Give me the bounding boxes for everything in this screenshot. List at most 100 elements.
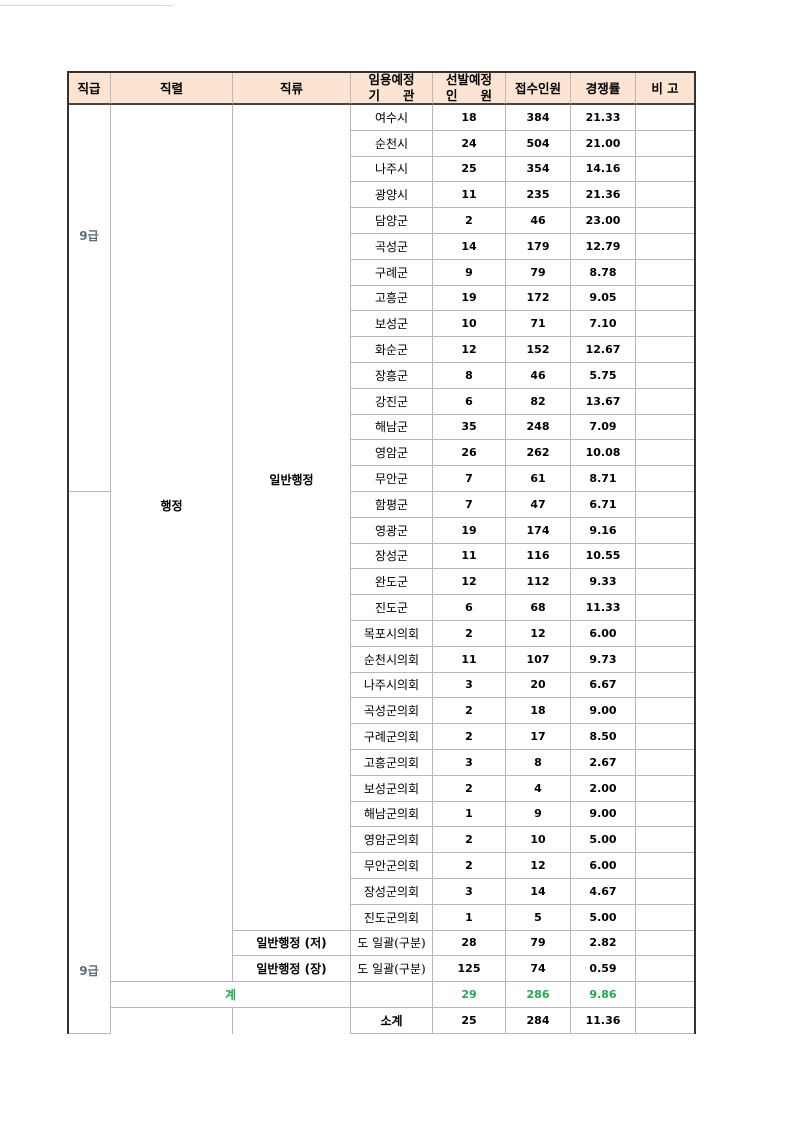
planned-cell: 8 [433,363,506,389]
ratio-cell: 2.67 [571,750,636,776]
subtotal-ratio: 11.36 [571,1008,636,1034]
planned-cell: 2 [433,853,506,879]
planned-cell: 7 [433,492,506,518]
header-org-line1: 임용예정 [368,71,415,87]
applicants-cell: 14 [506,879,571,905]
org-cell: 완도군 [351,569,433,596]
applicants-cell: 74 [506,956,571,983]
planned-cell: 1 [433,801,506,828]
note-cell [636,956,695,983]
header-planned-line2b: 원 [480,87,492,103]
applicants-cell: 235 [506,182,571,209]
applicants-cell: 172 [506,285,571,312]
table-left-border [67,71,69,1034]
planned-cell: 12 [433,337,506,363]
ratio-cell: 4.67 [571,879,636,905]
subtotal-note-cell [636,1008,695,1034]
org-cell: 담양군 [351,208,433,234]
note-cell [636,801,695,828]
total-org-cell [351,982,433,1008]
applicants-cell: 354 [506,156,571,183]
org-cell: 장성군의회 [351,879,433,905]
category-cell: 일반행정 (저) [233,930,351,957]
note-cell [636,285,695,312]
applicants-cell: 20 [506,672,571,699]
header-org: 임용예정 기 관 [351,72,433,105]
planned-cell: 19 [433,285,506,312]
org-cell: 무안군의회 [351,853,433,879]
ratio-cell: 9.00 [571,698,636,725]
planned-cell: 12 [433,569,506,596]
org-cell: 진도군 [351,595,433,621]
org-cell: 해남군 [351,414,433,441]
applicants-cell: 68 [506,595,571,621]
total-label: 계 [111,982,351,1008]
org-cell: 영광군 [351,517,433,544]
note-cell [636,105,695,131]
header-ratio: 경쟁률 [571,72,636,105]
org-cell: 곡성군의회 [351,698,433,725]
ratio-cell: 6.67 [571,672,636,699]
org-cell: 해남군의회 [351,801,433,828]
note-cell [636,182,695,209]
applicants-cell: 384 [506,105,571,131]
subtotal-planned: 25 [433,1008,506,1034]
org-cell: 보성군 [351,311,433,338]
header-planned-line2a: 인 [445,87,458,103]
ratio-cell: 12.79 [571,234,636,260]
note-cell [636,440,695,467]
org-cell: 여수시 [351,105,433,131]
header-grade: 직급 [68,72,111,105]
ratio-cell: 11.33 [571,595,636,621]
org-cell: 순천시의회 [351,646,433,673]
applicants-cell: 79 [506,259,571,286]
note-cell [636,646,695,673]
header-category: 직류 [233,72,351,105]
header-series: 직렬 [111,72,233,105]
planned-cell: 28 [433,930,506,957]
total-applicants: 286 [506,982,571,1008]
subtotal-label: 소계 [351,1008,433,1034]
note-cell [636,259,695,286]
ratio-cell: 23.00 [571,208,636,234]
ratio-cell: 8.71 [571,466,636,492]
planned-cell: 2 [433,827,506,854]
ratio-cell: 6.71 [571,492,636,518]
applicants-cell: 116 [506,543,571,570]
subtotal-series-cell [111,1008,233,1034]
note-cell [636,569,695,596]
ratio-cell: 21.00 [571,130,636,157]
planned-cell: 6 [433,595,506,621]
note-cell [636,595,695,621]
note-cell [636,930,695,957]
applicants-cell: 46 [506,363,571,389]
subtotal-category-cell [233,1008,351,1034]
subtotal-applicants: 284 [506,1008,571,1034]
note-cell [636,234,695,260]
applicants-cell: 152 [506,337,571,363]
note-cell [636,414,695,441]
ratio-cell: 14.16 [571,156,636,183]
planned-cell: 11 [433,182,506,209]
planned-cell: 14 [433,234,506,260]
planned-cell: 3 [433,879,506,905]
org-cell: 나주시 [351,156,433,183]
org-cell: 고흥군 [351,285,433,312]
applicants-cell: 71 [506,311,571,338]
planned-cell: 10 [433,311,506,338]
ratio-cell: 21.36 [571,182,636,209]
ratio-cell: 6.00 [571,853,636,879]
ratio-cell: 9.00 [571,801,636,828]
note-cell [636,543,695,570]
header-planned: 선발예정 인 원 [433,72,506,105]
org-cell: 구례군 [351,259,433,286]
ratio-cell: 0.59 [571,956,636,983]
planned-cell: 19 [433,517,506,544]
note-cell [636,879,695,905]
applicants-cell: 18 [506,698,571,725]
ratio-cell: 9.73 [571,646,636,673]
planned-cell: 11 [433,646,506,673]
header-note: 비 고 [636,72,695,105]
note-cell [636,672,695,699]
note-cell [636,698,695,725]
